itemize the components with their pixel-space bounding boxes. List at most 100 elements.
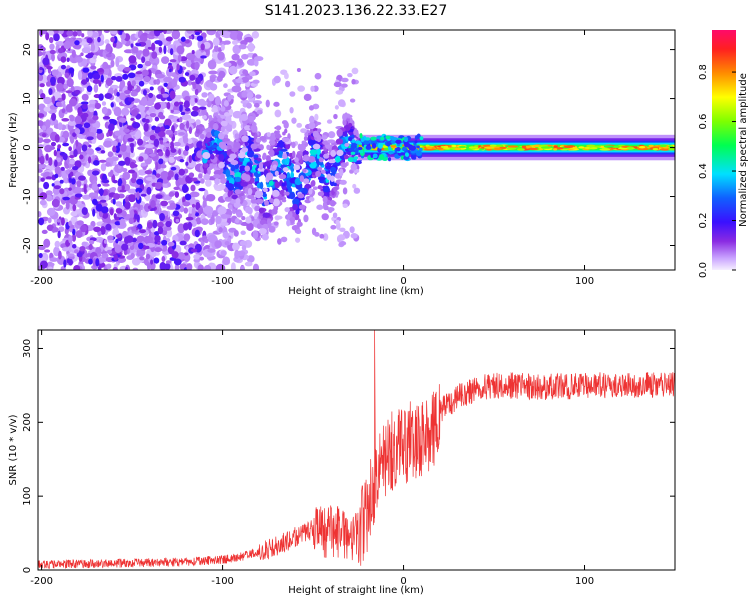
spectrogram-cell <box>132 121 141 129</box>
spectrogram-cell <box>484 146 495 149</box>
spectrogram-cell <box>315 170 322 178</box>
spectrogram-cell <box>332 186 339 190</box>
colorbar-tick-label: 0.6 <box>698 114 709 130</box>
spectrogram-cell <box>210 214 215 225</box>
spectrogram-cell <box>155 182 163 187</box>
spectrogram-cell <box>58 30 64 35</box>
spectrogram-cell <box>612 145 621 149</box>
spectrogram-cell <box>183 233 191 241</box>
spectrogram-cell <box>163 226 172 231</box>
spectrogram-cell <box>235 198 241 205</box>
spectrogram-cell <box>163 143 171 148</box>
spectrogram-cell <box>329 200 336 207</box>
spectrogram-cell <box>206 131 212 139</box>
spectrogram-cell <box>101 179 110 184</box>
spectrogram-cell <box>195 217 202 225</box>
spectrogram-cell <box>75 230 83 239</box>
spectrogram-cell <box>395 146 401 152</box>
spectrogram-cell <box>230 160 239 166</box>
spectrogram-cell <box>337 234 346 241</box>
spectrogram-cell <box>370 152 374 158</box>
spectrogram-cell <box>124 196 129 203</box>
spectrogram-cell <box>148 92 154 99</box>
spectrogram-cell <box>521 145 527 148</box>
spectrogram-cell <box>76 180 82 188</box>
spectrogram-cell <box>290 166 295 173</box>
spectrogram-cell <box>72 132 77 138</box>
spectrogram-cell <box>121 168 128 173</box>
spectrogram-cell <box>154 247 163 253</box>
spectrogram-cell <box>266 132 271 138</box>
spectrogram-cell <box>91 198 98 205</box>
spectrogram-cell <box>51 95 56 105</box>
snr-y-tick-label: 0 <box>22 567 33 573</box>
spectrogram-cell <box>323 153 330 159</box>
spectrogram-cell <box>659 148 670 151</box>
spectrogram-cell <box>132 267 139 270</box>
spectrogram-cell <box>186 30 194 34</box>
spectrogram-cell <box>307 155 316 163</box>
spectrogram-cell <box>234 163 240 170</box>
spectrogram-cell <box>203 265 212 270</box>
spectrogram-cell <box>229 153 237 159</box>
colorbar-tick-label: 0.2 <box>698 213 709 229</box>
spectrogram-cell <box>187 221 192 231</box>
spectrogram-cell <box>223 100 229 107</box>
spectrogram-cell <box>108 87 114 95</box>
spectrogram-cell <box>71 178 76 185</box>
spectrogram-cell <box>222 256 231 266</box>
spectrogram-cell <box>231 53 240 61</box>
spectrogram-cell <box>377 142 383 149</box>
spectrogram-cell <box>123 67 132 72</box>
spectrogram-cell <box>172 210 180 217</box>
spectrogram-cell <box>40 92 46 100</box>
spectrogram-cell <box>268 225 276 233</box>
spectrogram-cell <box>184 145 190 152</box>
spectrogram-cell <box>262 187 268 193</box>
spectrogram-cell <box>38 148 43 157</box>
spectrogram-y-tick-label: -10 <box>22 188 33 204</box>
spectrogram-cell <box>286 219 291 227</box>
spectrogram-cell <box>70 85 75 92</box>
spectrogram-cell <box>156 30 164 34</box>
spectrogram-cell <box>158 46 163 53</box>
spectrogram-cell <box>317 176 326 181</box>
spectrogram-cell <box>68 159 76 165</box>
spectrogram-cell <box>160 243 168 252</box>
spectrogram-cell <box>100 150 106 154</box>
spectrogram-cell <box>72 31 78 37</box>
spectrogram-cell <box>244 165 251 172</box>
spectrogram-cell <box>42 57 50 66</box>
spectrogram-cell <box>240 230 246 235</box>
spectrogram-cell <box>170 148 177 153</box>
spectrogram-cell <box>92 78 100 85</box>
spectrogram-cell <box>105 162 111 167</box>
spectrogram-cell <box>365 145 372 150</box>
spectrogram-cell <box>188 154 192 164</box>
spectrogram-cell <box>244 174 251 182</box>
spectrogram-cell <box>54 166 62 175</box>
spectrogram-cell <box>81 207 88 216</box>
spectrogram-cell <box>121 243 129 251</box>
spectrogram-cell <box>76 252 83 258</box>
spectrogram-cell <box>184 193 192 201</box>
spectrogram-cell <box>554 147 564 150</box>
spectrogram-cell <box>53 33 60 42</box>
spectrogram-cell <box>88 144 92 148</box>
spectrogram-cell <box>104 92 113 100</box>
spectrogram-cell <box>203 166 207 175</box>
spectrogram-cell <box>192 106 199 112</box>
spectrogram-cell <box>174 191 180 198</box>
spectrogram-cell <box>99 199 107 203</box>
spectrogram-cell <box>267 217 271 225</box>
spectrogram-cell <box>153 257 160 264</box>
spectrogram-cell <box>64 164 70 169</box>
spectrogram-cell <box>185 52 196 61</box>
spectrogram-cell <box>342 118 347 126</box>
spectrogram-cell <box>220 125 225 133</box>
spectrogram-cell <box>191 207 196 217</box>
spectrogram-cell <box>401 146 407 152</box>
spectrogram-cell <box>68 220 72 227</box>
spectrogram-cell <box>256 109 263 115</box>
spectrogram-cell <box>213 122 218 130</box>
